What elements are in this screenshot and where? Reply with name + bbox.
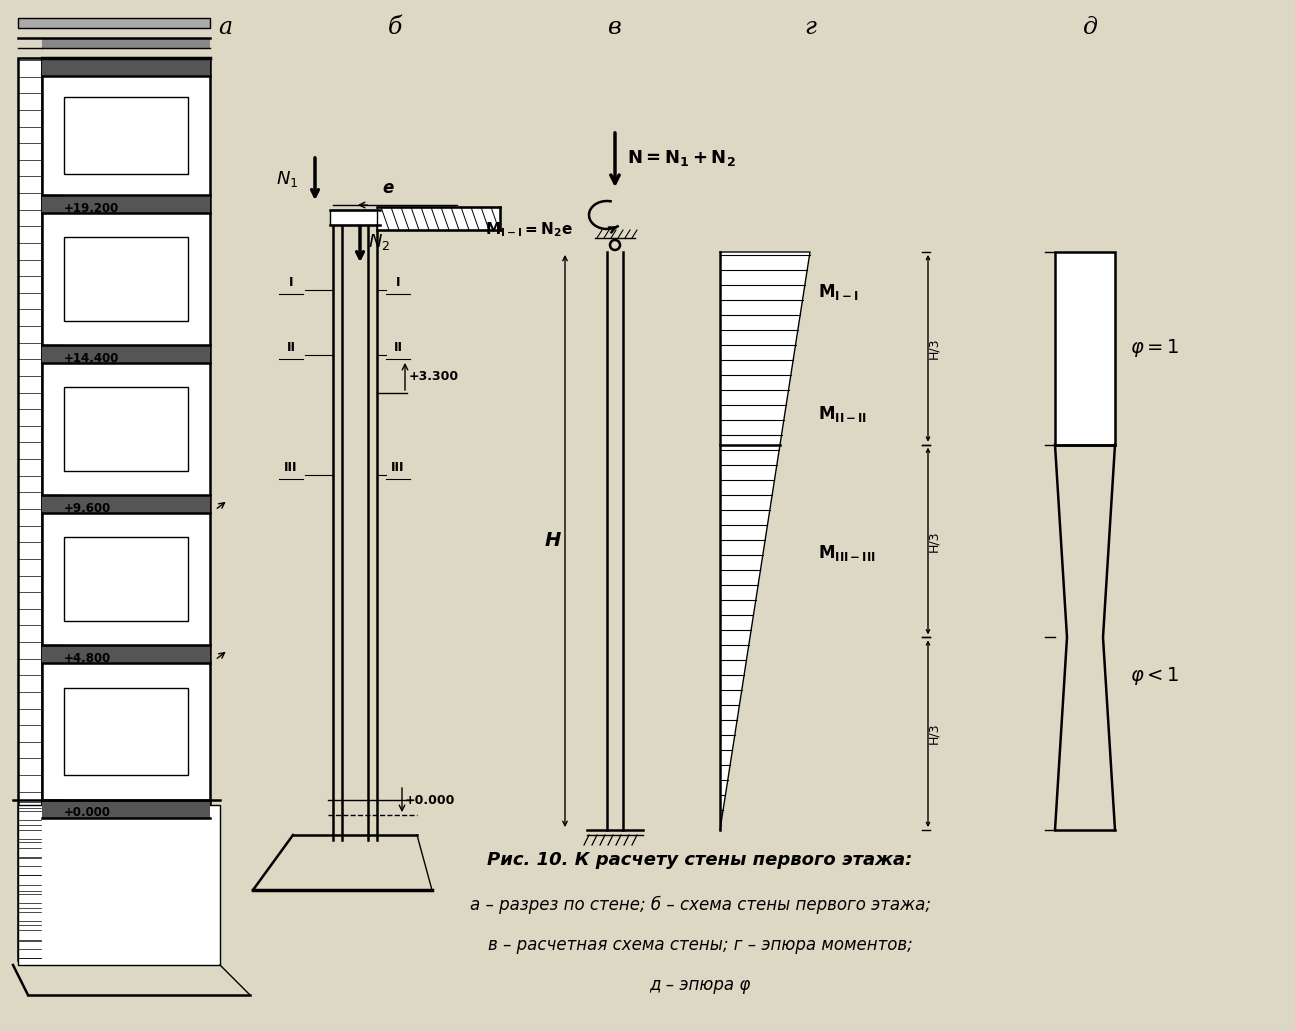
Bar (1055, 252, 1115, 444)
Bar (330, 210, 379, 225)
Text: $\varphi = 1$: $\varphi = 1$ (1131, 337, 1180, 360)
Bar (41, 645, 210, 663)
Bar (18, 805, 220, 965)
Text: $N_1$: $N_1$ (276, 169, 298, 189)
Text: б: б (387, 16, 403, 39)
Text: $\mathbf{M_{II-II}}$: $\mathbf{M_{II-II}}$ (818, 404, 868, 424)
Text: e: e (382, 179, 394, 197)
Text: +3.300: +3.300 (409, 369, 460, 383)
Bar (63, 537, 188, 622)
Text: д: д (1083, 16, 1097, 39)
Polygon shape (720, 252, 809, 830)
Text: II: II (286, 341, 295, 354)
Bar (63, 97, 188, 173)
Bar (63, 237, 188, 322)
Bar (377, 207, 500, 230)
Text: $N_2$: $N_2$ (368, 232, 390, 252)
Text: III: III (391, 461, 405, 474)
Bar (18, 58, 41, 960)
Text: г: г (804, 16, 816, 39)
Text: +0.000: +0.000 (63, 806, 111, 820)
Text: +14.400: +14.400 (63, 352, 119, 365)
Bar (41, 58, 210, 76)
Text: +4.800: +4.800 (63, 652, 111, 665)
Text: I: I (396, 276, 400, 289)
Text: I: I (289, 276, 293, 289)
Text: $\varphi < 1$: $\varphi < 1$ (1131, 665, 1180, 687)
Text: +0.000: +0.000 (405, 794, 456, 806)
Text: H/3: H/3 (927, 723, 940, 744)
Text: $\mathbf{M_{III-III}}$: $\mathbf{M_{III-III}}$ (818, 542, 875, 563)
Text: Рис. 10. К расчету стены первого этажа:: Рис. 10. К расчету стены первого этажа: (487, 851, 913, 869)
Text: в: в (609, 16, 622, 39)
Text: а – разрез по стене; б – схема стены первого этажа;: а – разрез по стене; б – схема стены пер… (470, 896, 931, 914)
Bar (41, 345, 210, 363)
Text: H/3: H/3 (927, 337, 940, 359)
Bar (41, 800, 210, 818)
Bar (41, 195, 210, 213)
Text: а: а (218, 16, 232, 39)
Bar (63, 387, 188, 471)
Bar (41, 38, 210, 48)
Text: II: II (394, 341, 403, 354)
Text: $\mathbf{M_{I-I}}$: $\mathbf{M_{I-I}}$ (818, 282, 859, 302)
Text: +19.200: +19.200 (63, 201, 119, 214)
Text: H: H (545, 532, 561, 551)
Text: $\mathbf{N = N_1 + N_2}$: $\mathbf{N = N_1 + N_2}$ (627, 148, 736, 168)
Text: H/3: H/3 (927, 530, 940, 552)
Bar (18, 18, 210, 28)
Text: д – эпюра φ: д – эпюра φ (649, 976, 751, 994)
Text: в – расчетная схема стены; г – эпюра моментов;: в – расчетная схема стены; г – эпюра мом… (488, 936, 913, 954)
Bar (41, 58, 210, 960)
Text: III: III (284, 461, 298, 474)
Text: $\mathbf{M_{I-I}=N_2 e}$: $\mathbf{M_{I-I}=N_2 e}$ (486, 221, 572, 239)
Bar (41, 495, 210, 513)
Text: +9.600: +9.600 (63, 501, 111, 514)
Bar (63, 688, 188, 775)
